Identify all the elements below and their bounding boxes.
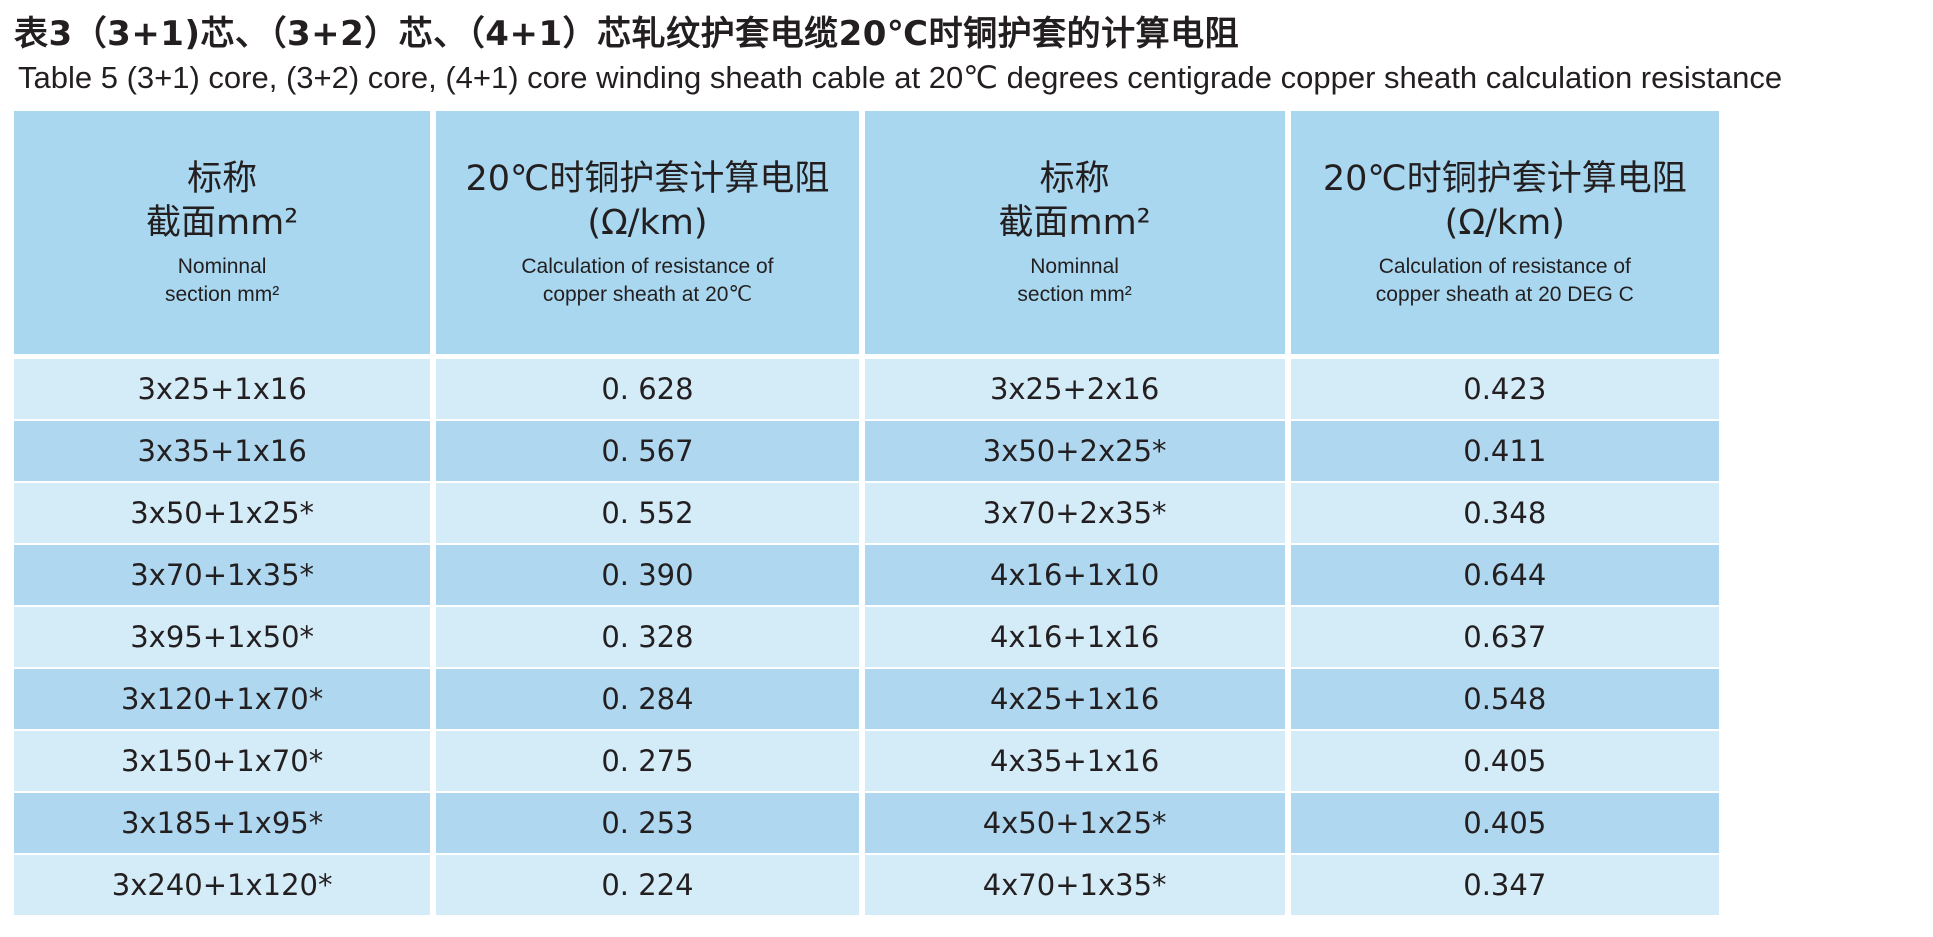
table-cell: 3x25+2x16 xyxy=(864,359,1291,421)
header-label-cn: 标称 截面mm² xyxy=(146,158,299,243)
table-row: 3x150+1x70* 0. 275 4x35+1x16 0.405 xyxy=(14,731,1719,793)
header-label-en: Nominnal section mm² xyxy=(1017,254,1132,306)
table-cell: 3x150+1x70* xyxy=(14,731,437,793)
table-row: 3x95+1x50* 0. 328 4x16+1x16 0.637 xyxy=(14,607,1719,669)
table-cell: 0. 567 xyxy=(436,421,865,483)
table-cell: 4x35+1x16 xyxy=(864,731,1291,793)
table-cell: 0. 224 xyxy=(436,855,865,917)
table-cell: 4x50+1x25* xyxy=(864,793,1291,855)
table-row: 3x120+1x70* 0. 284 4x25+1x16 0.548 xyxy=(14,669,1719,731)
table-title-english: Table 5 (3+1) core, (3+2) core, (4+1) co… xyxy=(18,60,1783,95)
header-resistance: 20℃时铜护套计算电阻 (Ω/km) Calculation of resist… xyxy=(436,111,865,359)
table-cell: 0.411 xyxy=(1290,421,1719,483)
table-cell: 0.348 xyxy=(1290,483,1719,545)
resistance-table: 标称 截面mm² Nominnal section mm² 20℃时铜护套计算电… xyxy=(14,111,1719,917)
table-cell: 0. 328 xyxy=(436,607,865,669)
table-cell: 3x50+1x25* xyxy=(14,483,437,545)
table-cell: 0. 275 xyxy=(436,731,865,793)
table-cell: 4x16+1x16 xyxy=(864,607,1291,669)
table-row: 3x50+1x25* 0. 552 3x70+2x35* 0.348 xyxy=(14,483,1719,545)
table-cell: 4x25+1x16 xyxy=(864,669,1291,731)
table-row: 3x240+1x120* 0. 224 4x70+1x35* 0.347 xyxy=(14,855,1719,917)
table-cell: 0. 253 xyxy=(436,793,865,855)
table-cell: 3x25+1x16 xyxy=(14,359,437,421)
table-cell: 3x70+2x35* xyxy=(864,483,1291,545)
table-row: 3x25+1x16 0. 628 3x25+2x16 0.423 xyxy=(14,359,1719,421)
table-cell: 3x95+1x50* xyxy=(14,607,437,669)
table-cell: 0.423 xyxy=(1290,359,1719,421)
header-nominal-section: 标称 截面mm² Nominnal section mm² xyxy=(14,111,437,359)
table-cell: 0. 628 xyxy=(436,359,865,421)
header-label-en: Nominnal section mm² xyxy=(164,254,280,306)
header-label-cn: 20℃时铜护套计算电阻 (Ω/km) xyxy=(1322,158,1687,243)
table-cell: 0.548 xyxy=(1290,669,1719,731)
table-title-chinese: 表3（3+1)芯、（3+2）芯、（4+1）芯轧纹护套电缆20℃时铜护套的计算电阻 xyxy=(14,14,1240,54)
table-cell: 3x185+1x95* xyxy=(14,793,437,855)
table-cell: 0.347 xyxy=(1290,855,1719,917)
header-label-en: Calculation of resistance of copper shea… xyxy=(1375,254,1634,306)
table-header-row: 标称 截面mm² Nominnal section mm² 20℃时铜护套计算电… xyxy=(14,111,1719,359)
header-label-cn: 标称 截面mm² xyxy=(998,158,1151,243)
header-label-cn: 20℃时铜护套计算电阻 (Ω/km) xyxy=(465,158,830,243)
table-cell: 0.405 xyxy=(1290,731,1719,793)
table-cell: 0.637 xyxy=(1290,607,1719,669)
table-cell: 3x120+1x70* xyxy=(14,669,437,731)
table-cell: 3x240+1x120* xyxy=(14,855,437,917)
table-row: 3x35+1x16 0. 567 3x50+2x25* 0.411 xyxy=(14,421,1719,483)
table-cell: 0.644 xyxy=(1290,545,1719,607)
table-row: 3x70+1x35* 0. 390 4x16+1x10 0.644 xyxy=(14,545,1719,607)
table-row: 3x185+1x95* 0. 253 4x50+1x25* 0.405 xyxy=(14,793,1719,855)
table-cell: 0. 552 xyxy=(436,483,865,545)
table-cell: 4x70+1x35* xyxy=(864,855,1291,917)
header-resistance: 20℃时铜护套计算电阻 (Ω/km) Calculation of resist… xyxy=(1290,111,1719,359)
table-cell: 0.405 xyxy=(1290,793,1719,855)
header-label-en: Calculation of resistance of copper shea… xyxy=(521,254,774,306)
table-cell: 0. 390 xyxy=(436,545,865,607)
table-cell: 3x35+1x16 xyxy=(14,421,437,483)
table-cell: 3x70+1x35* xyxy=(14,545,437,607)
table-cell: 4x16+1x10 xyxy=(864,545,1291,607)
table-cell: 0. 284 xyxy=(436,669,865,731)
header-nominal-section: 标称 截面mm² Nominnal section mm² xyxy=(864,111,1291,359)
table-cell: 3x50+2x25* xyxy=(864,421,1291,483)
